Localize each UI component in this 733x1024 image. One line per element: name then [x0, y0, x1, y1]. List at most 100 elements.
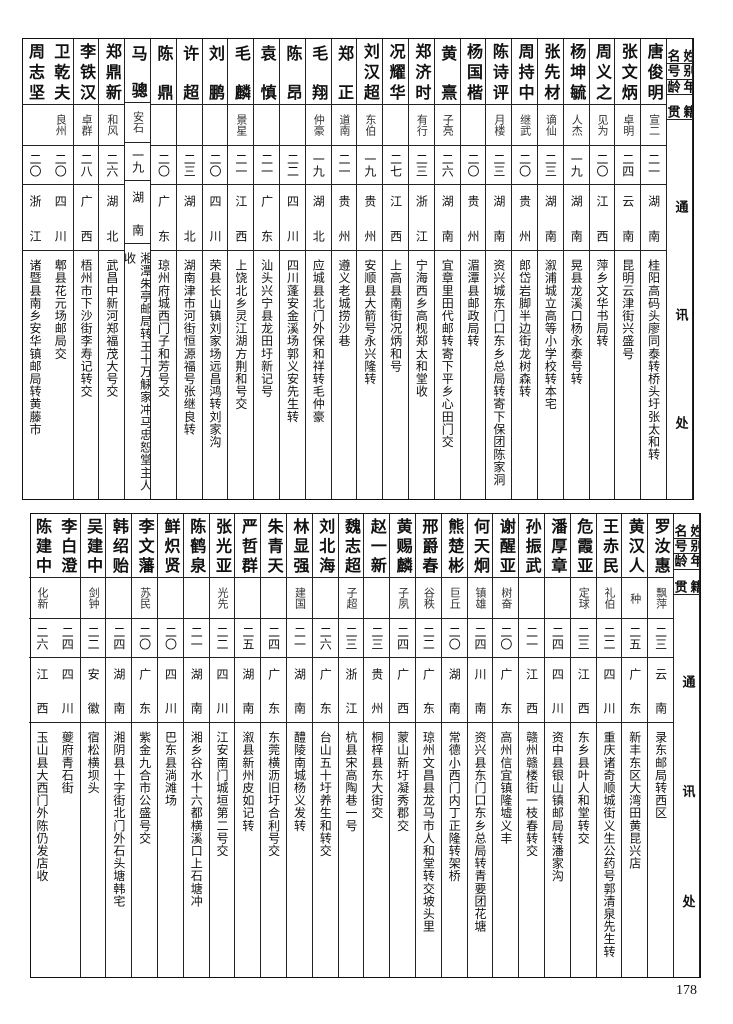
person-address: 新丰东区大湾田黄昆兴店: [627, 731, 642, 870]
person-name: 杨国楷: [464, 43, 484, 100]
cell-alias: 卓明: [615, 105, 641, 146]
person-native: 川南: [473, 668, 488, 714]
person-native: 湖南: [491, 195, 506, 242]
person-native: 安徽: [86, 668, 101, 714]
cell-address: 桐梓县东大街交: [364, 723, 389, 977]
person-address: 资兴城东门口东乡总局转寄下保团陈家洞: [491, 259, 506, 486]
header-name: 姓名: [674, 524, 699, 537]
header-native: 籍贯: [674, 579, 699, 593]
cell-alias: 子亮: [434, 105, 460, 146]
cell-address: 安顺县大箭号永兴隆转: [357, 251, 382, 499]
header-cell: 别号: [674, 539, 699, 555]
cell-age: 二〇: [158, 619, 183, 658]
person-alias: 见为: [596, 114, 609, 136]
cell-address: 玉山县大西门外陈仍发店收: [29, 723, 55, 977]
cell-alias: [106, 578, 132, 619]
person-column: 邢爵春 谷秩 二二 广东 琼州文昌县龙马市人和堂转交坡头里: [416, 514, 442, 977]
cell-age: 二三: [570, 619, 596, 658]
person-name: 黄熹: [438, 45, 458, 100]
person-address: 桐梓县东大街交: [369, 731, 384, 820]
cell-name: 毛翔: [305, 39, 331, 105]
person-address: 汕头兴宁县龙田圩新记号: [259, 259, 274, 398]
cell-address: 四川蓬安金溪场郭义安先生转: [280, 251, 305, 499]
cell-alias: 子超: [338, 578, 364, 619]
cell-address: 湘潭朱亭邮局转王十万觨家冲马忠恕堂主人收: [125, 244, 150, 499]
person-column: 魏志超 子超 二三 浙江 杭县宋高陶巷一号: [338, 514, 365, 977]
person-address: 琼州文昌县龙马市人和堂转交坡头里: [421, 731, 436, 933]
cell-alias: [460, 105, 486, 146]
cell-name: 严哲群: [235, 514, 261, 578]
person-native: 湖北: [104, 195, 119, 242]
person-age: 一九: [311, 153, 326, 177]
cell-native: 四川: [280, 185, 305, 251]
cell-address: 巴东县淌滩场: [158, 723, 183, 977]
cell-native: 湖南: [235, 658, 261, 723]
person-alias: 子亮: [441, 114, 455, 136]
person-native: 湖南: [292, 668, 307, 714]
person-column: 陈建中 化新 二六 江西 玉山县大西门外陈仍发店收: [29, 514, 55, 977]
cell-name: 况耀华: [383, 39, 409, 105]
person-name: 危霞亚: [574, 518, 594, 573]
cell-alias: 树奋: [493, 578, 519, 619]
person-column: 何天炯 镇雄 二四 川南 资兴县东门口东乡总局转青要团花塘: [467, 514, 494, 977]
person-column: 杨国楷 二〇 贵州 湄潭县邮政局转: [460, 39, 487, 499]
person-alias: 化新: [35, 587, 49, 609]
cell-name: 孙振武: [519, 514, 545, 578]
person-alias: 景星: [234, 114, 248, 136]
cell-native: 广东: [312, 658, 338, 723]
cell-age: 二一: [254, 146, 280, 185]
cell-address: 诸暨县南乡安华镇邮局转黄藤市: [22, 251, 48, 499]
person-alias: 月楼: [492, 114, 506, 136]
cell-address: 琼州府城西门子和芳号交: [151, 251, 176, 499]
person-alias: 继武: [518, 114, 532, 136]
cell-native: 湖北: [305, 185, 331, 251]
cell-alias: 有行: [409, 105, 434, 146]
person-alias: 和风: [105, 114, 119, 136]
cell-address: 高州信宜镇隆墟义丰: [493, 723, 518, 977]
person-native: 贵州: [337, 195, 352, 242]
cell-native: 云南: [648, 658, 673, 723]
person-column: 危霞亚 定球 二三 江西 东乡县叶人和堂转交: [570, 514, 597, 977]
cell-age: 二〇: [202, 146, 228, 185]
cell-age: 二二: [596, 619, 622, 658]
cell-name: 马骢: [125, 39, 151, 103]
cell-age: 二三: [364, 619, 390, 658]
person-alias: 剑钟: [87, 587, 101, 609]
cell-name: 李白澄: [54, 514, 80, 578]
person-age: 二〇: [466, 153, 481, 177]
person-name: 张光亚: [213, 518, 233, 573]
person-column: 张先材 谪仙 二三 湖南 溆浦城立高等小学校转本宅: [538, 39, 564, 499]
person-address: 台山五十圩养生和转交: [318, 731, 333, 857]
cell-name: 林显强: [287, 514, 312, 578]
person-address: 溆县新州皮如记转: [240, 731, 255, 832]
person-native: 湖北: [182, 195, 197, 242]
person-alias: 安石: [131, 111, 145, 134]
person-age: 二二: [285, 153, 300, 177]
cell-native: 江西: [383, 185, 409, 251]
person-address: 荣县长山镇刘家场远昌鸿转刘家沟: [208, 259, 223, 448]
person-name: 吴建中: [84, 518, 104, 573]
cell-age: 二一: [331, 146, 357, 185]
cell-age: 二一: [228, 146, 254, 185]
person-alias: 东伯: [363, 114, 377, 136]
cell-age: 二四: [390, 619, 416, 658]
person-column: 郑济时 有行 二三 浙江 宁海西乡高枧郑太和堂收: [409, 39, 435, 499]
person-name: 严哲群: [238, 518, 258, 573]
person-age: 二二: [215, 626, 230, 650]
person-name: 陈诗评: [489, 43, 509, 100]
cell-age: 一九: [357, 146, 383, 185]
cell-alias: 种: [622, 578, 648, 619]
cell-age: 二六: [434, 146, 460, 185]
cell-alias: 月楼: [486, 105, 512, 146]
person-name: 卫乾夫: [51, 43, 71, 100]
cell-name: 周义之: [589, 39, 615, 105]
cell-address: 溆浦城立高等小学校转本宅: [538, 251, 563, 499]
cell-native: 广东: [254, 185, 280, 251]
cell-alias: 光先: [209, 578, 235, 619]
header-native: 籍贯: [667, 104, 692, 118]
cell-age: 二二: [209, 619, 235, 658]
cell-address: 资兴县东门口东乡总局转青要团花塘: [468, 723, 493, 977]
person-address: 应城县北门外保和祥转毛仲豪: [311, 259, 326, 423]
cell-native: 广东: [151, 185, 176, 251]
person-age: 二三: [653, 626, 668, 650]
